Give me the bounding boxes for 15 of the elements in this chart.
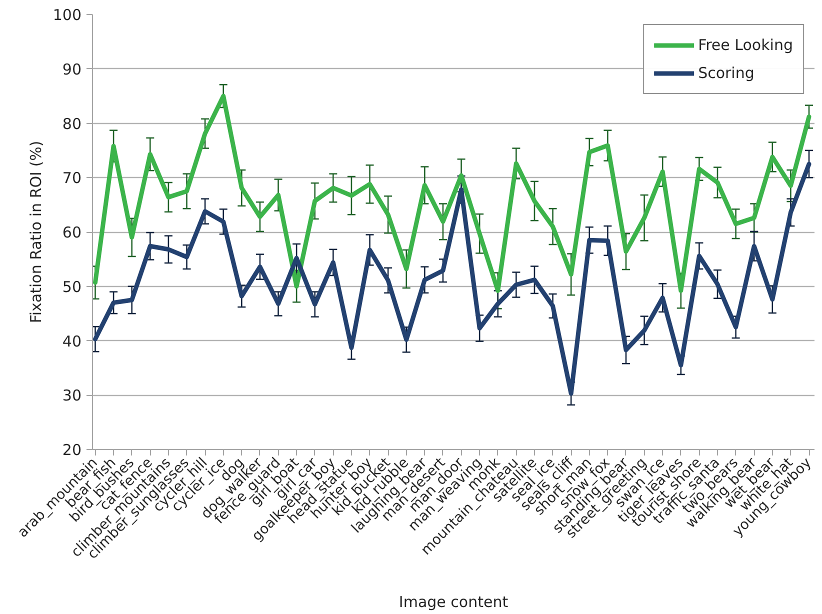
y-tick-label: 30 bbox=[62, 386, 82, 405]
y-axis-title: Fixation Ratio in ROI (%) bbox=[26, 140, 45, 324]
y-tick-label: 20 bbox=[62, 441, 82, 459]
y-tick-label: 50 bbox=[62, 278, 82, 296]
legend-label: Free Looking bbox=[698, 36, 793, 54]
y-tick-label: 70 bbox=[62, 169, 82, 188]
y-tick-label: 100 bbox=[52, 6, 82, 24]
legend-label: Scoring bbox=[698, 64, 754, 82]
y-tick-label: 40 bbox=[62, 332, 82, 350]
line-series bbox=[92, 162, 812, 396]
y-tick-label: 90 bbox=[62, 60, 82, 78]
line-series bbox=[92, 94, 812, 293]
y-tick-label: 60 bbox=[62, 224, 82, 242]
x-axis-title: Image content bbox=[398, 593, 508, 612]
y-tick-label: 80 bbox=[62, 114, 82, 133]
